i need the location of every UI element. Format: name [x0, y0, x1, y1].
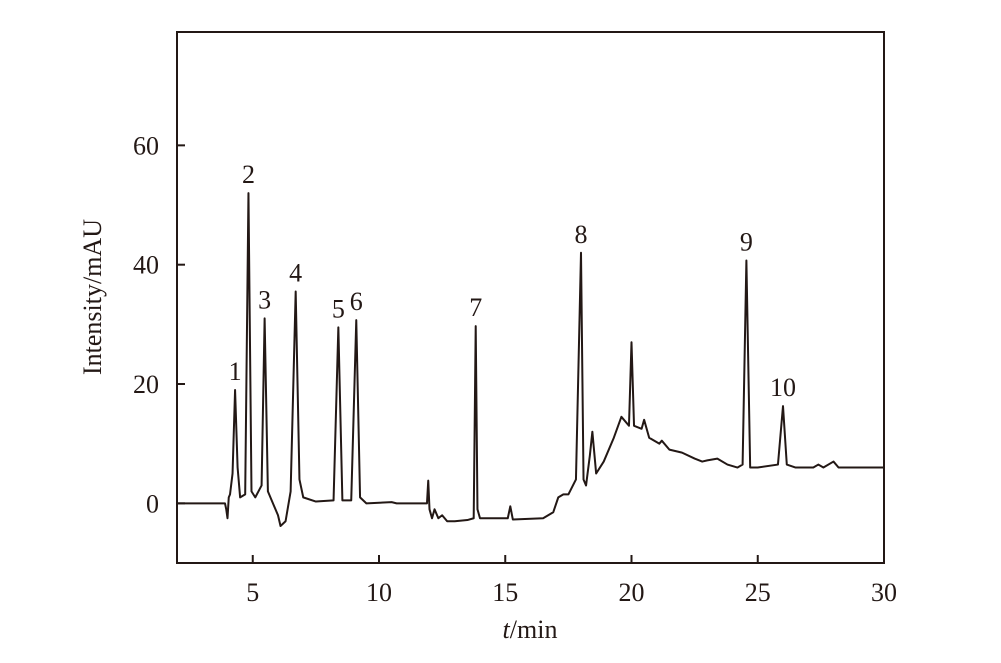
- x-tick-label: 20: [619, 578, 645, 607]
- y-tick-label: 0: [146, 489, 159, 518]
- y-tick-label: 40: [133, 251, 159, 280]
- peak-label: 4: [289, 259, 302, 288]
- plot-frame: [176, 31, 885, 564]
- y-axis-label: Intensity/mAU: [78, 219, 107, 375]
- x-tick-label: 5: [246, 578, 259, 607]
- trace: [177, 192, 884, 528]
- peak-label: 5: [332, 294, 345, 323]
- peak-label: 10: [770, 373, 796, 402]
- x-axis-label: t/min: [503, 615, 558, 644]
- peak-label: 8: [575, 220, 588, 249]
- x-tick-label: 25: [745, 578, 771, 607]
- y-tick-label: 60: [133, 131, 159, 160]
- x-tick-label: 30: [871, 578, 897, 607]
- peak-label: 2: [242, 160, 255, 189]
- peak-label: 6: [350, 287, 363, 316]
- peak-label: 1: [229, 357, 242, 386]
- peak-label: 9: [740, 228, 753, 257]
- peak-label: 7: [469, 293, 482, 322]
- x-tick-label: 10: [366, 578, 392, 607]
- peak-label: 3: [258, 285, 271, 314]
- x-tick-label: 15: [492, 578, 518, 607]
- y-tick-label: 20: [133, 370, 159, 399]
